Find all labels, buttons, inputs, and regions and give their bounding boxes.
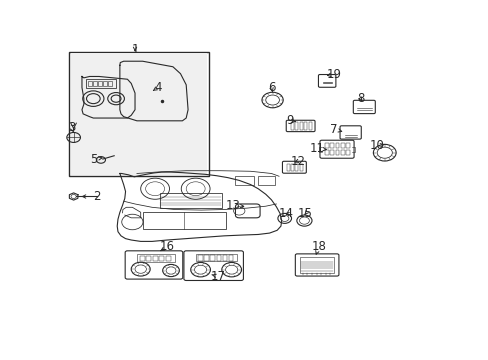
Text: 16: 16: [160, 240, 174, 253]
Bar: [93, 81, 97, 86]
Text: 13: 13: [225, 199, 241, 212]
Text: 9: 9: [286, 114, 294, 127]
Bar: [153, 256, 158, 261]
Bar: [290, 164, 294, 171]
Bar: [137, 255, 175, 262]
Text: 14: 14: [279, 207, 293, 220]
Bar: [98, 81, 102, 86]
Bar: [295, 164, 298, 171]
Text: 12: 12: [290, 154, 305, 167]
Bar: [159, 256, 164, 261]
Text: 4: 4: [154, 81, 161, 94]
Text: 19: 19: [326, 68, 341, 81]
Bar: [165, 256, 170, 261]
Bar: [299, 164, 302, 171]
Text: 18: 18: [311, 240, 325, 253]
Bar: [299, 122, 302, 130]
Bar: [324, 150, 328, 155]
Bar: [70, 53, 206, 175]
Bar: [324, 143, 328, 148]
Bar: [204, 255, 208, 261]
Bar: [216, 255, 221, 261]
Text: 1: 1: [131, 43, 139, 56]
Bar: [286, 164, 289, 171]
Bar: [308, 122, 311, 130]
Bar: [159, 193, 222, 208]
Text: 5: 5: [89, 153, 97, 166]
Text: 3: 3: [68, 121, 75, 134]
Text: 7: 7: [329, 123, 337, 136]
Text: 8: 8: [356, 92, 364, 105]
Bar: [340, 143, 344, 148]
Text: 2: 2: [93, 190, 101, 203]
Bar: [146, 256, 151, 261]
Text: 6: 6: [267, 81, 275, 94]
Text: 15: 15: [298, 207, 312, 220]
Bar: [108, 81, 111, 86]
Bar: [68, 51, 208, 176]
Bar: [335, 150, 339, 155]
Bar: [290, 122, 293, 130]
Bar: [235, 176, 254, 185]
Bar: [85, 79, 116, 87]
Text: 11: 11: [309, 142, 324, 155]
Bar: [228, 255, 233, 261]
Bar: [299, 257, 333, 273]
Bar: [258, 176, 275, 185]
Text: 17: 17: [210, 270, 225, 283]
Bar: [335, 143, 339, 148]
Bar: [142, 212, 225, 229]
Bar: [346, 150, 349, 155]
Bar: [103, 81, 106, 86]
Bar: [304, 122, 307, 130]
Bar: [195, 254, 237, 261]
Bar: [329, 143, 333, 148]
Bar: [88, 81, 92, 86]
Bar: [210, 255, 215, 261]
Bar: [140, 256, 144, 261]
Bar: [295, 122, 298, 130]
Bar: [329, 150, 333, 155]
Bar: [198, 255, 203, 261]
Bar: [222, 255, 226, 261]
Bar: [346, 143, 349, 148]
Text: 10: 10: [369, 139, 384, 152]
Bar: [340, 150, 344, 155]
